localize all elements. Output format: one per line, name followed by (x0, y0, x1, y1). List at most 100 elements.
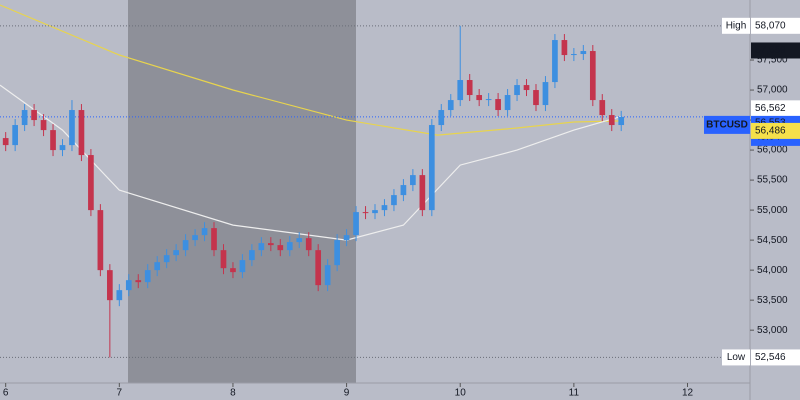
candle-body (182, 240, 189, 251)
moving-average (0, 4, 622, 136)
candle-body (230, 268, 236, 273)
candle-body (504, 95, 511, 111)
x-tick-label: 6 (3, 388, 9, 399)
candle-body (391, 195, 397, 206)
candle-body (277, 245, 284, 251)
candle-body (476, 95, 483, 101)
candle-body (495, 99, 501, 111)
price-box (751, 122, 800, 139)
candle-body (618, 116, 625, 126)
candle-body (116, 290, 123, 301)
candle-body (324, 265, 331, 286)
candle-body (580, 51, 587, 55)
candle-body (381, 205, 388, 211)
candle-body (561, 40, 568, 56)
candle-body (334, 240, 340, 266)
price-label: 56,562 (755, 103, 786, 114)
tag-box (722, 349, 750, 366)
candle-body (428, 125, 435, 211)
price-label: 58,070 (755, 20, 786, 31)
candle-body (552, 40, 558, 83)
x-tick-label: 9 (344, 388, 350, 399)
candle-body (438, 110, 445, 126)
x-tick-label: 7 (117, 388, 123, 399)
candle-body (135, 280, 142, 283)
candle-body (523, 85, 530, 91)
candle-body (410, 175, 416, 186)
price-box (751, 17, 800, 34)
price-box (751, 349, 800, 366)
candle-body (286, 242, 293, 251)
candle-body (296, 238, 303, 243)
candle-body (21, 110, 28, 126)
candle-body (239, 260, 246, 273)
y-tick-label: 53,000 (757, 325, 788, 336)
tag-box (722, 17, 750, 34)
x-tick-label: 8 (230, 388, 236, 399)
tag-label: High (726, 20, 747, 31)
candle-body (163, 255, 170, 263)
candle-body (514, 85, 520, 96)
candle-body (220, 250, 227, 269)
y-tick-label: 54,500 (757, 235, 788, 246)
price-label: 52,546 (755, 352, 786, 363)
candle-body (267, 243, 274, 246)
price-label: 56,486 (755, 126, 786, 137)
candle-body (201, 228, 208, 236)
y-tick-label: 55,000 (757, 205, 788, 216)
y-tick-label: 57,000 (757, 85, 788, 96)
candle-body (419, 175, 426, 211)
candle-body (2, 138, 9, 146)
candle-body (343, 235, 350, 241)
candle-body (144, 270, 151, 283)
price-label: 57,659 (755, 45, 786, 56)
candle-body (362, 212, 369, 214)
candle-body (59, 145, 66, 151)
candle-body (192, 235, 198, 241)
price-box (751, 42, 800, 59)
candle-body (533, 90, 539, 106)
candle-body (400, 185, 407, 196)
candle-body (249, 250, 255, 261)
candle-body (125, 280, 132, 291)
symbol-box (704, 115, 750, 134)
candle-body (599, 100, 606, 116)
candle-body (542, 82, 549, 106)
candle-body (154, 262, 161, 271)
x-tick-label: 11 (569, 388, 580, 399)
candle-body (372, 210, 378, 214)
candle-body (608, 115, 615, 126)
candle-body (258, 243, 265, 251)
candle-body (40, 120, 47, 131)
candle-body (173, 250, 179, 256)
candle-body (315, 250, 322, 286)
candle-body (69, 110, 75, 146)
candle-body (107, 270, 113, 301)
candle-body (305, 238, 312, 251)
candle-body (457, 80, 464, 101)
y-tick-label: 55,500 (757, 175, 788, 186)
candle-body (571, 54, 577, 56)
candle-body (589, 51, 596, 101)
candle-body (353, 212, 359, 236)
candle-body (211, 228, 217, 251)
x-tick-label: 12 (682, 388, 694, 399)
candle-body (447, 100, 454, 111)
tag-label: Low (727, 352, 746, 363)
y-tick-label: 56,000 (757, 145, 788, 156)
candle-body (12, 125, 18, 146)
session-shade (128, 0, 356, 383)
symbol-label: BTCUSD (706, 120, 748, 131)
x-tick-label: 10 (455, 388, 467, 399)
y-tick-label: 54,000 (757, 265, 788, 276)
candle-body (466, 80, 473, 96)
candle-body (50, 130, 56, 151)
y-tick-label: 57,500 (757, 55, 788, 66)
candle-body (97, 210, 104, 271)
price-box (751, 100, 800, 117)
candle-body (78, 110, 85, 156)
y-tick-label: 53,500 (757, 295, 788, 306)
